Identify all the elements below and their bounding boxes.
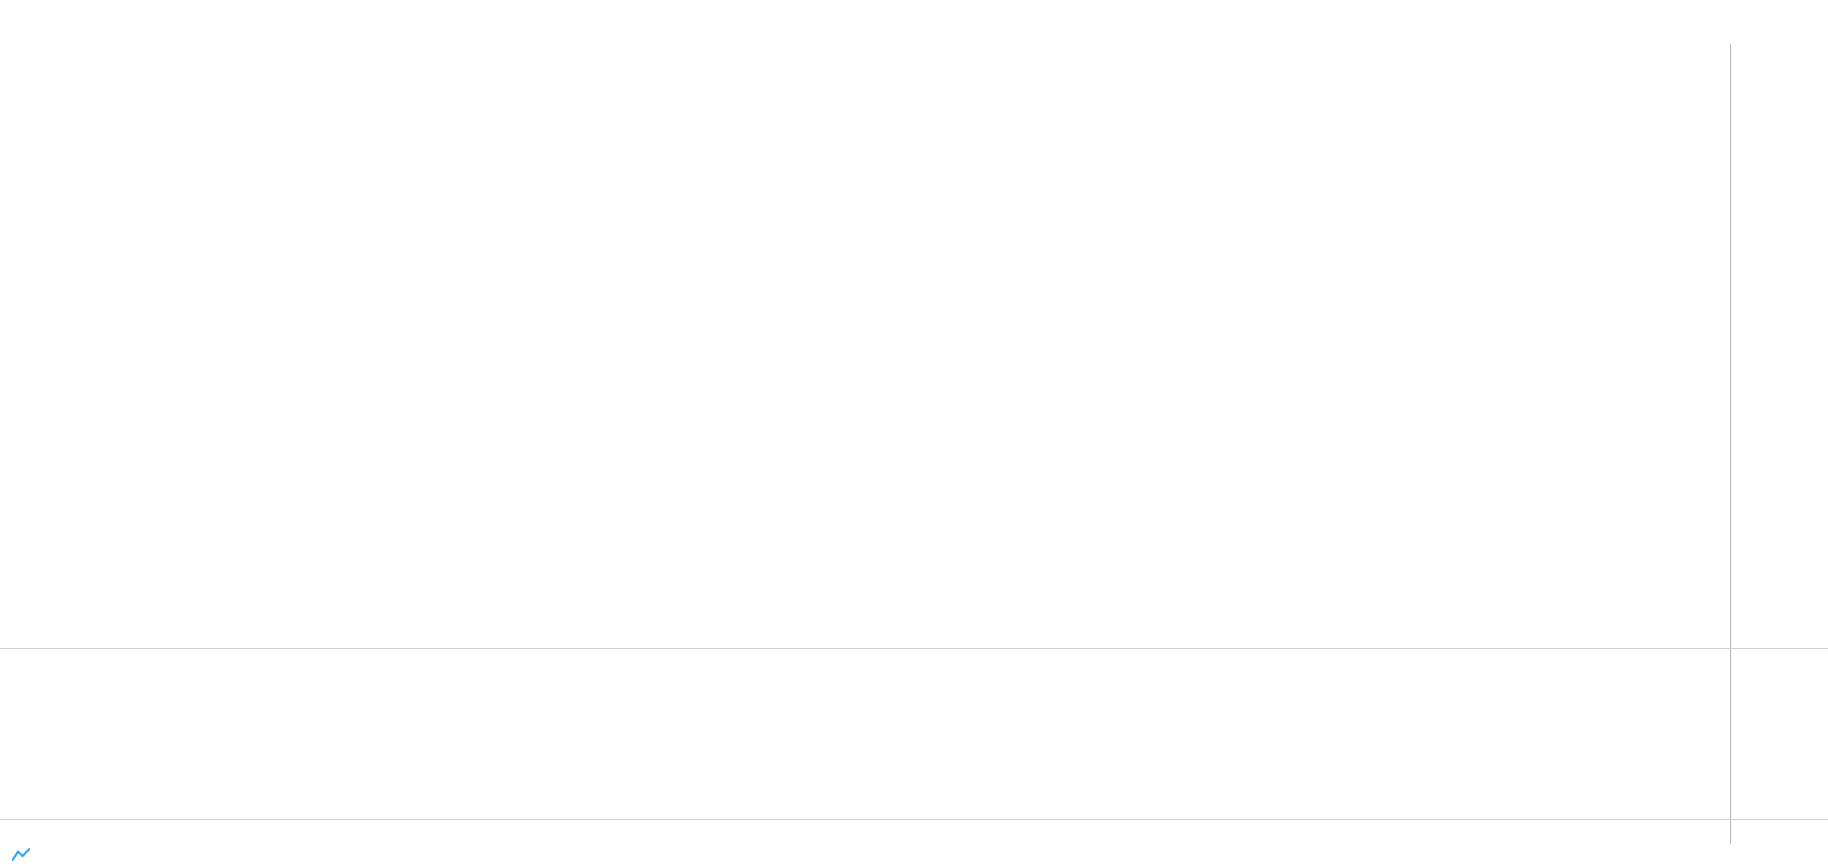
chart-canvas[interactable] [0,44,1730,844]
time-axis-separator [0,819,1828,820]
footer [0,844,1828,868]
symbol-info-bar [6,3,1828,22]
pane-separator[interactable] [0,648,1828,649]
tradingview-logo-icon[interactable] [12,848,30,864]
header-bar [0,0,1828,44]
price-axis[interactable] [1730,44,1828,844]
time-axis[interactable] [0,819,1730,844]
chart-area[interactable] [0,44,1828,844]
